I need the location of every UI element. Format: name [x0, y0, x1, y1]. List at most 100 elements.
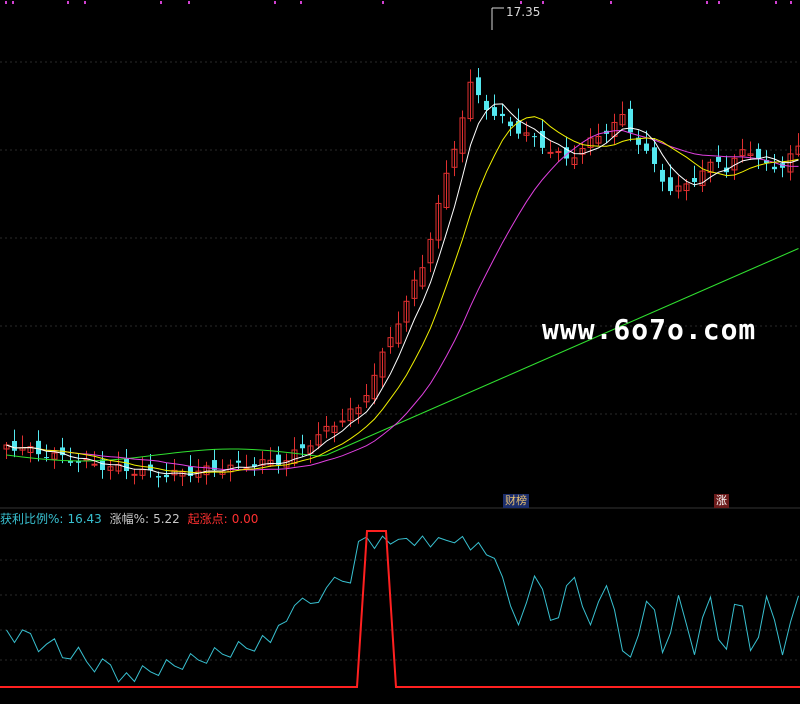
candle-body: [355, 407, 362, 415]
candle-body: [419, 267, 426, 287]
candle-body: [164, 474, 169, 478]
candle-body: [795, 145, 800, 155]
candle-body: [467, 81, 474, 120]
candle-body: [12, 441, 17, 451]
start-value: 0.00: [231, 512, 259, 526]
candle-body: [300, 444, 305, 449]
candle-body: [595, 136, 602, 144]
indicator-line: [6, 535, 799, 683]
candle-body: [27, 446, 34, 453]
candle-body: [628, 108, 633, 133]
candle-body: [683, 183, 690, 192]
candle-body: [387, 337, 394, 348]
candle-body: [395, 323, 402, 344]
candle-body: [500, 113, 505, 117]
candle-body: [540, 130, 545, 148]
candle-body: [476, 77, 481, 96]
candle-body: [508, 121, 513, 127]
candle-body: [259, 459, 266, 466]
candle-body: [91, 463, 98, 466]
candle-body: [315, 434, 322, 446]
candle-body: [124, 458, 129, 472]
candle-body: [516, 120, 521, 134]
candle-body: [644, 143, 649, 151]
candle-body: [68, 460, 73, 463]
candle-body: [564, 147, 569, 159]
candle-body: [692, 177, 697, 182]
candlesticks: [3, 67, 800, 488]
candle-body: [747, 153, 754, 156]
candle-body: [619, 114, 626, 126]
candle-body: [547, 151, 554, 154]
start-label: 起涨点:: [187, 512, 228, 526]
candle-body: [331, 425, 338, 433]
peak-price-label: 17.35: [506, 5, 541, 19]
ma10-line: [6, 116, 799, 474]
candle-body: [571, 157, 578, 166]
profit-value: 16.43: [67, 512, 102, 526]
candle-body: [307, 445, 314, 454]
candle-body: [44, 457, 49, 459]
candle-body: [252, 464, 257, 467]
profit-label: 获利比例%:: [0, 512, 64, 526]
watermark: www.6o7o.com: [542, 313, 757, 346]
candle-body: [323, 425, 330, 432]
candle-body: [707, 161, 714, 173]
candle-body: [668, 177, 673, 192]
candle-body: [675, 185, 682, 192]
ma60-line: [6, 248, 799, 462]
candle-body: [203, 465, 210, 476]
candle-body: [276, 454, 281, 465]
candle-body: [652, 147, 657, 164]
candle-body: [435, 202, 442, 241]
candle-body: [636, 137, 641, 145]
candle-body: [171, 469, 178, 476]
candle-body: [347, 408, 354, 422]
candle-body: [188, 466, 193, 476]
peak-marker: [491, 7, 504, 30]
ma5-line: [6, 103, 799, 476]
candle-body: [660, 169, 665, 182]
zhang-badge[interactable]: 涨: [714, 494, 729, 508]
candle-body: [587, 137, 594, 148]
candle-body: [363, 395, 370, 403]
candle-body: [411, 279, 418, 299]
candle-body: [379, 351, 386, 378]
candle-body: [716, 157, 721, 162]
start-point-line: [0, 530, 800, 688]
candle-body: [427, 238, 434, 264]
candle-body: [156, 476, 161, 478]
candle-body: [236, 460, 241, 463]
candle-body: [443, 172, 450, 208]
candle-body: [764, 160, 769, 164]
candle-body: [51, 452, 58, 460]
candle-body: [76, 461, 81, 463]
candle-body: [403, 300, 410, 323]
indicator-legend: 获利比例%: 16.43 涨幅%: 5.22 起涨点: 0.00: [0, 510, 262, 526]
chart-grid: [0, 1, 800, 661]
cai-bang-badge[interactable]: 财榜: [503, 494, 529, 508]
candle-body: [523, 132, 530, 136]
candle-body: [756, 148, 761, 160]
candle-body: [699, 170, 706, 186]
candle-body: [339, 420, 346, 423]
candle-body: [532, 136, 537, 138]
candle-body: [267, 459, 274, 466]
candle-body: [555, 151, 562, 154]
candle-body: [492, 107, 497, 116]
candle-body: [107, 466, 114, 471]
candle-body: [739, 149, 746, 157]
candle-body: [195, 470, 202, 478]
amp-label: 涨幅%:: [109, 512, 150, 526]
candle-body: [131, 473, 138, 476]
candle-body: [484, 100, 489, 110]
amp-value: 5.22: [153, 512, 180, 526]
candle-body: [772, 166, 777, 170]
candle-body: [459, 117, 466, 154]
candle-body: [36, 440, 41, 455]
candle-body: [212, 460, 217, 470]
candle-body: [100, 459, 105, 470]
candle-body: [371, 374, 378, 400]
candle-body: [451, 148, 458, 168]
